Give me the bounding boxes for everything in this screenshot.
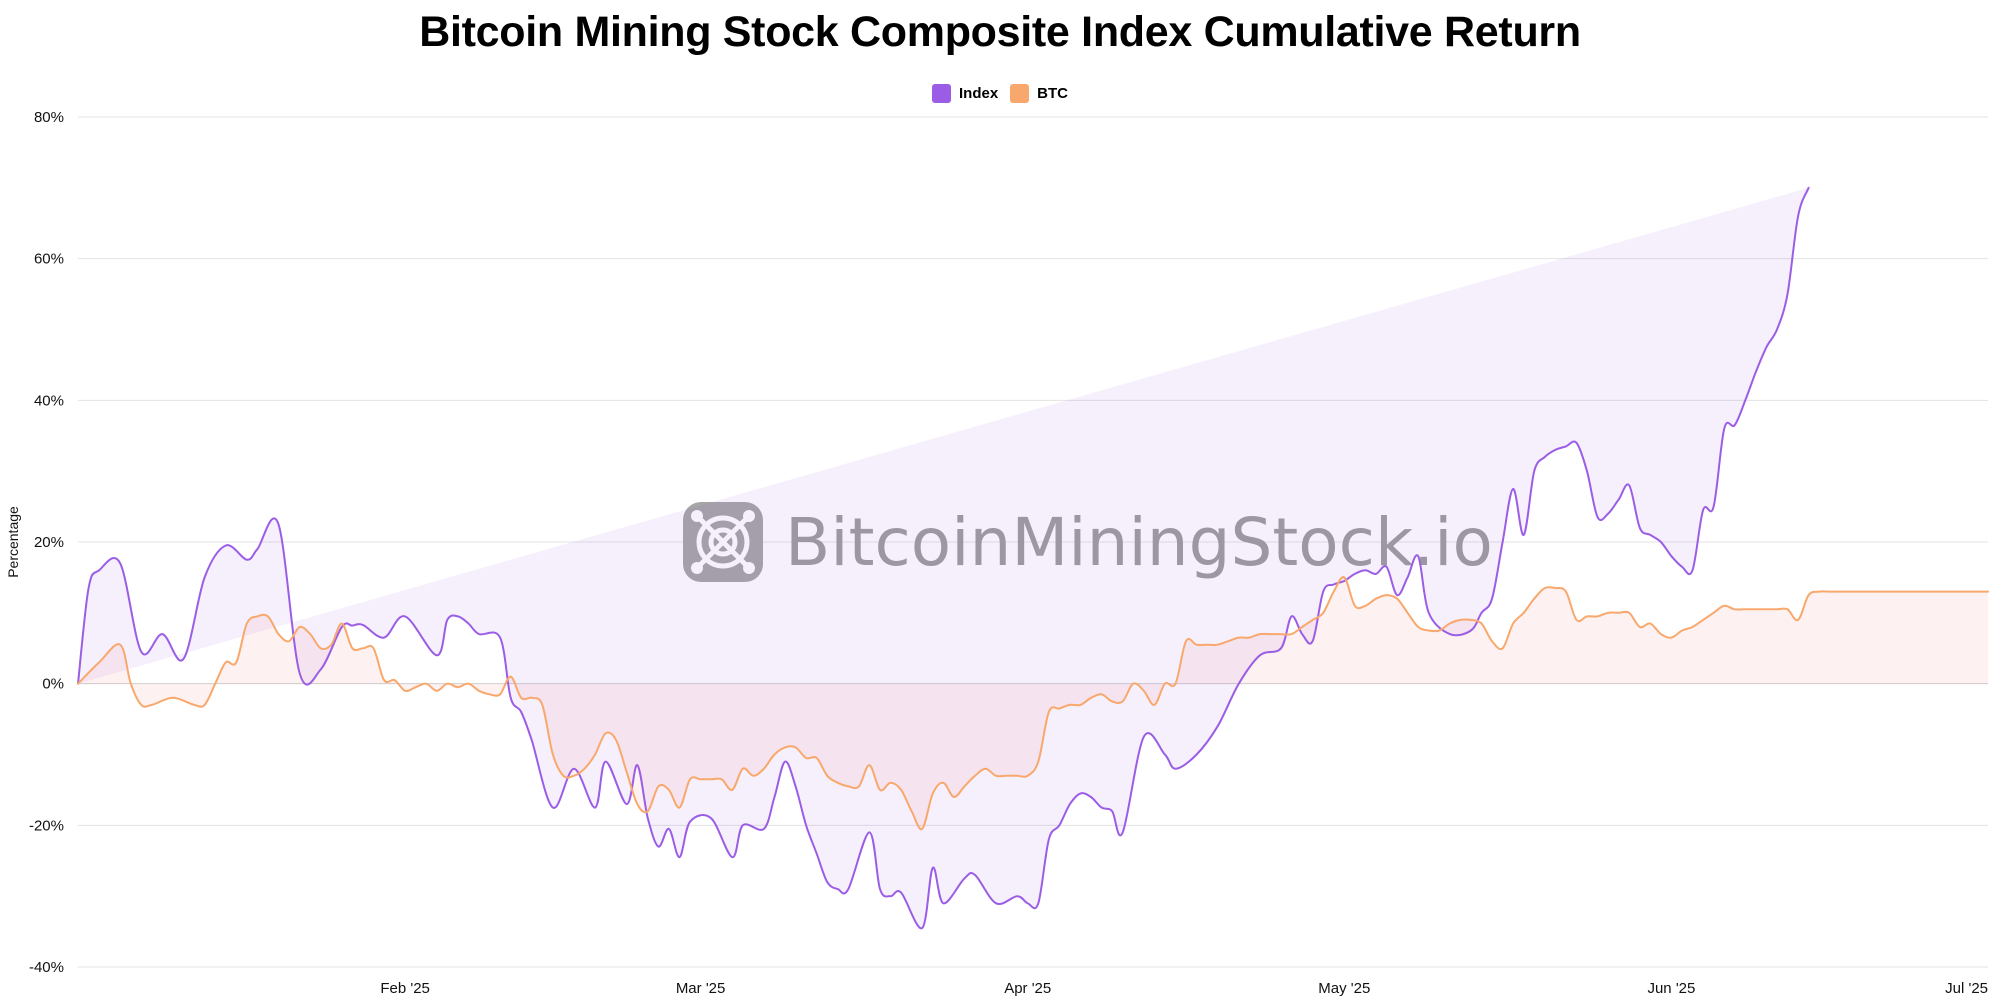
legend-item-btc[interactable]: BTC xyxy=(1010,84,1068,103)
legend-label-btc: BTC xyxy=(1037,85,1068,102)
legend-label-index: Index xyxy=(958,85,999,102)
x-tick-label: Jul '25 xyxy=(1945,980,1988,997)
y-axis-ticks: 80% 60% 40% 20% 0% -20% -40% xyxy=(29,109,64,976)
legend-swatch-btc xyxy=(1010,84,1030,103)
series-areas xyxy=(78,187,1988,929)
y-tick-label: 80% xyxy=(34,109,64,126)
y-tick-label: 60% xyxy=(34,251,64,268)
series-lines xyxy=(77,186,1989,930)
x-tick-label: Apr '25 xyxy=(1004,980,1051,997)
watermark-logo-icon xyxy=(695,514,751,570)
legend-item-index[interactable]: Index xyxy=(931,84,999,103)
y-tick-label: 20% xyxy=(34,534,64,551)
y-tick-label: -20% xyxy=(29,817,64,834)
area-btc xyxy=(78,577,1988,830)
chart-legend: Index BTC xyxy=(0,84,2000,103)
gridlines xyxy=(78,116,1988,968)
series-line-index[interactable] xyxy=(77,186,1810,930)
x-tick-label: Mar '25 xyxy=(676,980,726,997)
legend-swatch-index xyxy=(931,84,951,103)
chart-title: Bitcoin Mining Stock Composite Index Cum… xyxy=(419,8,1581,56)
x-tick-label: Jun '25 xyxy=(1647,980,1695,997)
y-tick-label: 40% xyxy=(34,392,64,409)
y-tick-label: 0% xyxy=(42,676,64,693)
series-line-btc[interactable] xyxy=(77,576,1989,831)
y-axis-title: Percentage xyxy=(5,506,21,578)
y-tick-label: -40% xyxy=(29,959,64,976)
x-tick-label: May '25 xyxy=(1318,980,1370,997)
area-index xyxy=(78,187,1809,929)
x-axis-ticks: Feb '25 Mar '25 Apr '25 May '25 Jun '25 Jul '… xyxy=(380,980,1988,997)
x-tick-label: Feb '25 xyxy=(380,980,430,997)
